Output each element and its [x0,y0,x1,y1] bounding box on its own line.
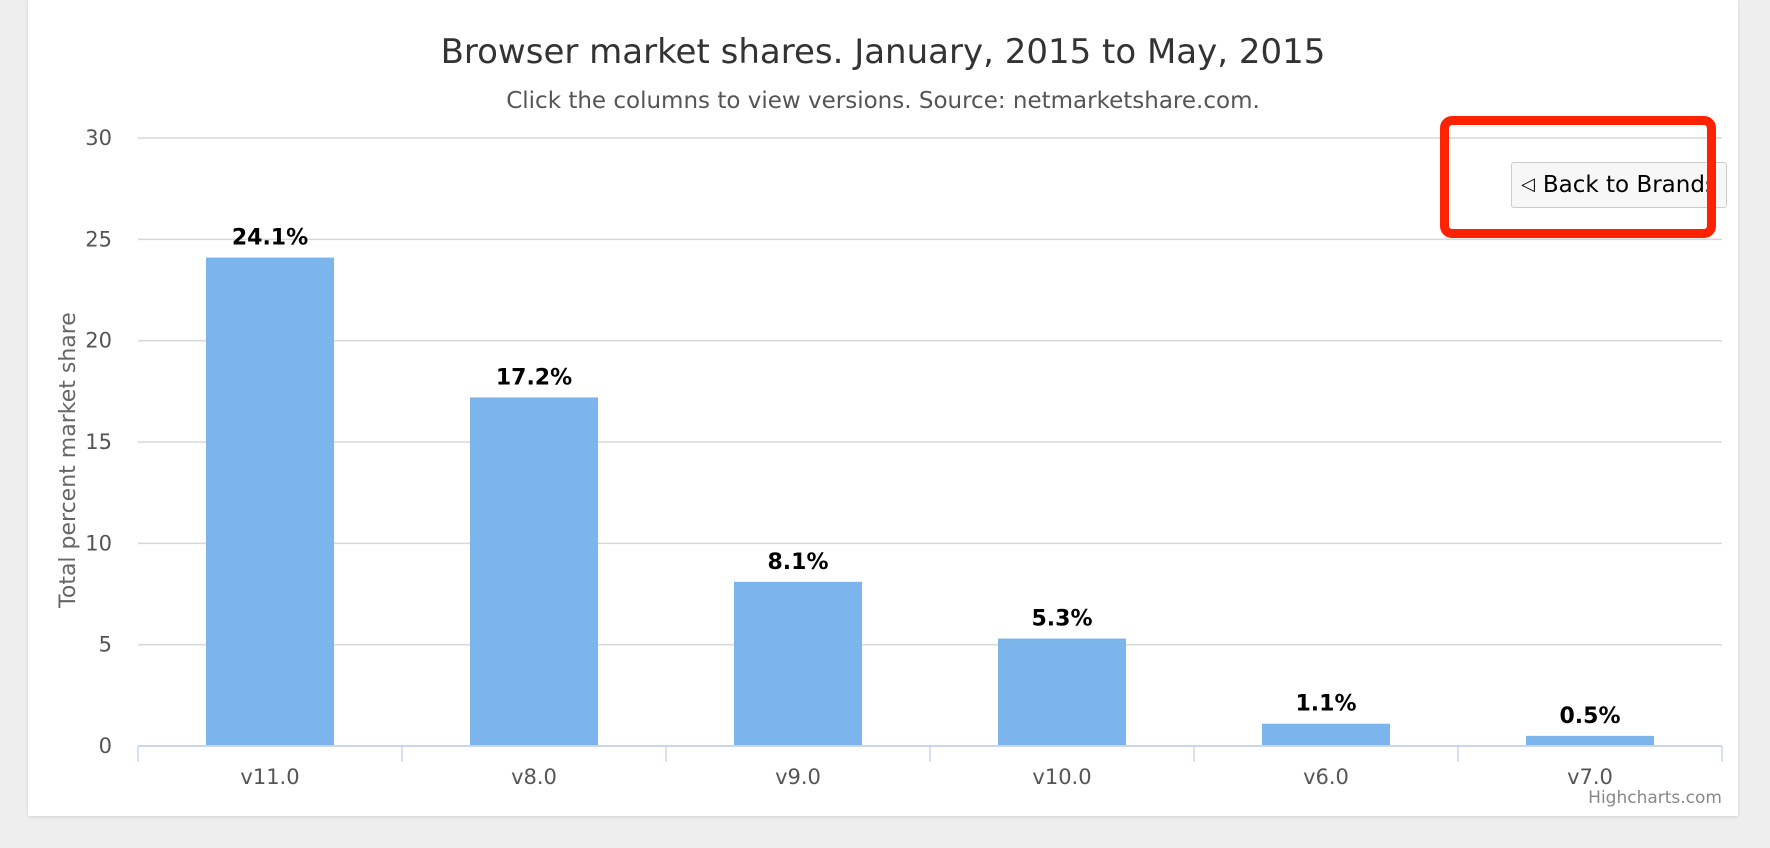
y-tick-label: 25 [85,227,112,251]
gridlines [138,137,1722,646]
credits-link[interactable]: Highcharts.com [1588,788,1722,808]
y-tick-label: 10 [85,531,112,555]
y-tick-label: 30 [85,126,112,150]
chart-subtitle: Click the columns to view versions. Sour… [506,88,1260,114]
data-label: 5.3% [1031,607,1092,632]
column-chart: Browser market shares. January, 2015 to … [56,32,1723,808]
x-tick-label[interactable]: v10.0 [1032,765,1091,789]
back-button-label: Back to Brands [1542,172,1717,198]
y-tick-label: 15 [85,430,112,454]
x-tick-label[interactable]: v9.0 [775,765,821,789]
bar-v9-0[interactable] [733,581,863,746]
x-tick-label[interactable]: v7.0 [1567,765,1613,789]
y-axis-title: Total percent market share [56,312,81,609]
axes: 0 5 10 15 20 25 30 v11.0 v8.0 v9.0 v10.0 v6.0 v7.0 [85,126,1723,789]
bar-v10-0[interactable] [997,638,1127,746]
data-label: 17.2% [496,365,572,390]
data-label: 1.1% [1295,692,1356,717]
bars [205,257,1655,746]
x-tick-label[interactable]: v6.0 [1303,765,1349,789]
x-tick-label[interactable]: v8.0 [511,765,557,789]
data-labels: 24.1% 17.2% 8.1% 5.3% 1.1% 0.5% [232,226,1621,729]
bar-v6-0[interactable] [1261,723,1391,746]
y-tick-label: 0 [99,734,112,758]
bar-v11-0[interactable] [205,257,335,746]
data-label: 0.5% [1559,704,1620,729]
back-to-brands-button[interactable]: ◁ Back to Brands [1511,162,1727,208]
data-label: 24.1% [232,226,308,251]
bar-v8-0[interactable] [469,397,599,746]
data-label: 8.1% [767,550,828,575]
chart-title: Browser market shares. January, 2015 to … [441,32,1326,72]
y-tick-label: 20 [85,329,112,353]
chart-container: Browser market shares. January, 2015 to … [28,0,1738,816]
triangle-left-icon: ◁ [1521,174,1535,195]
bar-v7-0[interactable] [1525,735,1655,746]
x-tick-label[interactable]: v11.0 [240,765,299,789]
y-tick-label: 5 [99,633,112,657]
